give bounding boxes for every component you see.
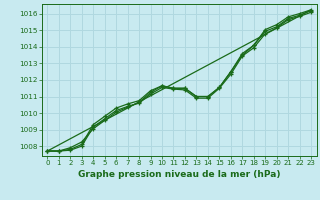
X-axis label: Graphe pression niveau de la mer (hPa): Graphe pression niveau de la mer (hPa) [78,170,280,179]
